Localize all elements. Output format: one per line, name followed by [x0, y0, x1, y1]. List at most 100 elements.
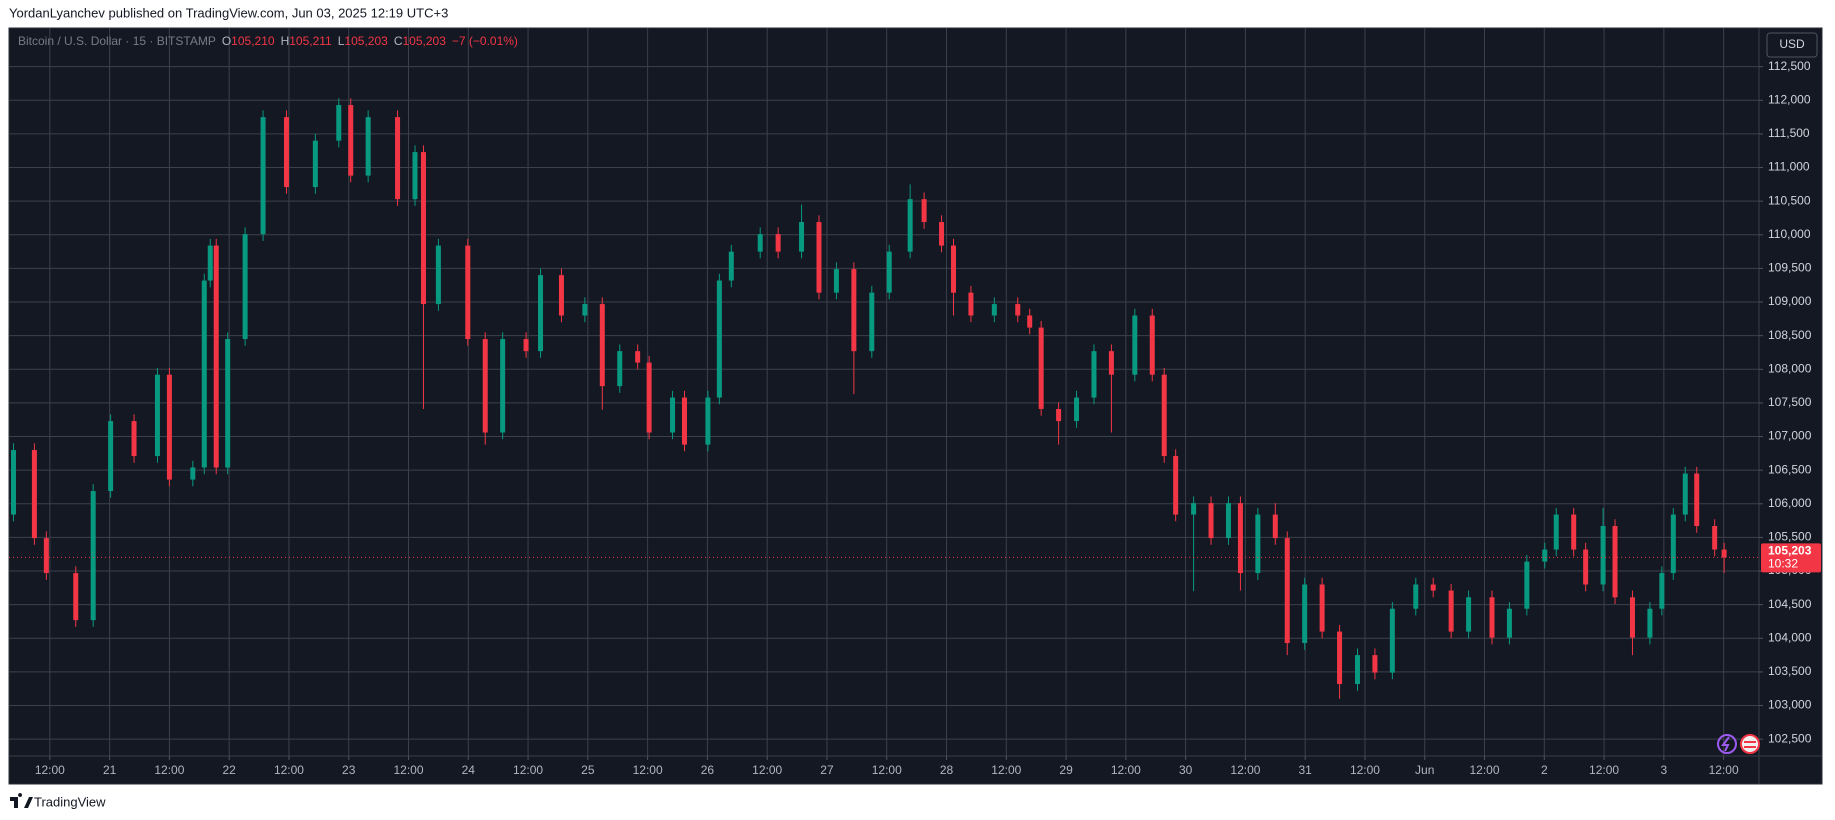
symbol: Bitcoin / U.S. Dollar · 15 · BITSTAMP — [18, 34, 216, 48]
candle-body — [10, 450, 16, 515]
candle-body — [1571, 514, 1577, 550]
candle-body — [599, 304, 605, 387]
candle-body — [1682, 473, 1688, 515]
candle-body — [1430, 584, 1436, 591]
candle-body — [31, 450, 37, 539]
currency-label[interactable]: USD — [1779, 37, 1805, 51]
symbol-legend: Bitcoin / U.S. Dollar · 15 · BITSTAMP O10… — [18, 34, 518, 48]
candle-body — [1208, 503, 1214, 539]
x-tick-label: 12:00 — [35, 763, 65, 777]
candle-body — [131, 421, 137, 457]
candle-body — [242, 234, 248, 340]
candle-body — [1173, 456, 1179, 515]
candle-body — [1319, 584, 1325, 632]
candle-body — [1015, 304, 1021, 316]
flag-stripe — [1744, 741, 1756, 743]
x-tick-label: 12:00 — [1230, 763, 1260, 777]
candle-body — [775, 234, 781, 252]
candle-body — [1108, 351, 1114, 375]
candle-body — [1712, 525, 1718, 550]
flag-stripe — [1744, 746, 1756, 748]
candle-body — [1237, 503, 1243, 574]
candle-body — [1354, 655, 1360, 685]
candle-body — [1466, 597, 1472, 632]
y-tick-label: 112,500 — [1768, 59, 1811, 73]
candle-body — [1389, 608, 1395, 673]
candle-body — [90, 491, 96, 621]
legend-value: 105,211 — [289, 34, 332, 48]
candle-body — [1372, 655, 1378, 673]
candle-body — [538, 275, 544, 352]
x-tick-label: 12:00 — [1350, 763, 1380, 777]
candle-body — [816, 222, 822, 293]
candle-body — [1027, 315, 1033, 328]
y-tick-label: 106,500 — [1768, 462, 1812, 476]
flag-icon[interactable] — [1740, 734, 1760, 754]
lightning-glyph — [1721, 736, 1730, 752]
y-tick-label: 109,500 — [1768, 261, 1812, 275]
candle-body — [1600, 525, 1606, 585]
x-tick-label: 12:00 — [991, 763, 1021, 777]
y-tick-label: 102,500 — [1768, 731, 1812, 745]
candle-body — [1506, 608, 1512, 638]
candle-body — [283, 117, 289, 188]
candle-body — [1091, 351, 1097, 398]
x-tick-label: Jun — [1415, 763, 1434, 777]
candle-body — [523, 339, 529, 352]
brand-name: TradingView — [34, 794, 106, 809]
candle-body — [482, 339, 488, 433]
x-tick-label: 23 — [342, 763, 356, 777]
candle-body — [1038, 327, 1044, 409]
chart-panel — [8, 27, 1823, 785]
last-price-label: 105,203 — [1768, 544, 1812, 558]
x-tick-label: 24 — [462, 763, 476, 777]
y-tick-label: 107,000 — [1768, 429, 1812, 443]
candle-body — [757, 234, 763, 252]
candle-body — [1056, 408, 1062, 422]
candle-body — [1448, 590, 1454, 632]
plot-area — [9, 28, 1759, 756]
x-tick-label: 12:00 — [633, 763, 663, 777]
x-tick-label: 12:00 — [872, 763, 902, 777]
candle-body — [1647, 608, 1653, 638]
y-tick-label: 110,500 — [1768, 193, 1811, 207]
candle-body — [1629, 597, 1635, 638]
x-tick-label: 12:00 — [1470, 763, 1500, 777]
candle-body — [108, 421, 114, 492]
candle-body — [617, 351, 623, 387]
lightning-icon[interactable] — [1717, 734, 1737, 754]
candle-body — [635, 351, 641, 363]
candle-body — [1542, 549, 1548, 562]
candle-body — [921, 199, 927, 223]
candle-body — [1074, 397, 1080, 422]
candle-body — [348, 105, 354, 176]
candle-body — [646, 362, 652, 433]
candle-body — [716, 280, 722, 398]
candle-body — [991, 304, 997, 316]
brand-logo — [10, 793, 33, 808]
candle-body — [1191, 503, 1197, 515]
candle-body — [213, 245, 219, 468]
candle-body — [1337, 631, 1343, 685]
candle-body — [681, 397, 687, 445]
candle-body — [728, 251, 734, 281]
candle-body — [395, 117, 401, 200]
y-tick-label: 108,500 — [1768, 328, 1812, 342]
x-tick-label: 12:00 — [1111, 763, 1141, 777]
x-tick-label: 12:00 — [1709, 763, 1739, 777]
x-tick-label: 30 — [1179, 763, 1193, 777]
candle-body — [1161, 374, 1167, 457]
x-tick-label: 26 — [701, 763, 715, 777]
x-tick-label: 29 — [1059, 763, 1073, 777]
candle-body — [582, 304, 588, 316]
candle-body — [1553, 514, 1559, 550]
candle-body — [1694, 473, 1700, 526]
candle-body — [968, 292, 974, 316]
candle-body — [1659, 573, 1665, 609]
currency-button[interactable] — [1766, 32, 1818, 58]
candle-body — [670, 397, 676, 433]
candle-body — [1413, 584, 1419, 609]
candle-body — [73, 573, 79, 621]
